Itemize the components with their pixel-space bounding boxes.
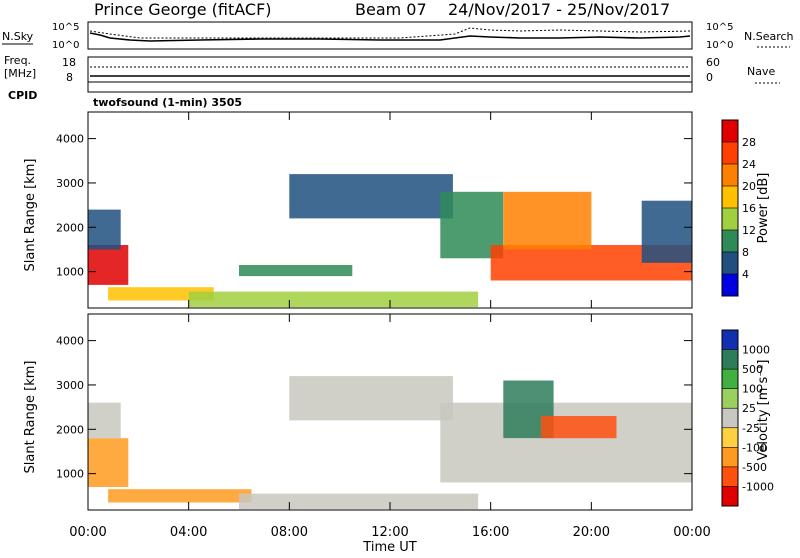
colorbar-swatch: [722, 230, 738, 253]
colorbar-swatch: [722, 164, 738, 187]
cpid-program: twofsound (1-min) 3505: [93, 96, 242, 109]
heatmap-cell: [503, 191, 592, 250]
velocity-colorbar-label: Velocity [m s⁻¹]: [756, 360, 771, 461]
heatmap-cell: [188, 291, 479, 308]
colorbar-tick-label: -25: [742, 422, 760, 435]
colorbar-swatch: [722, 427, 738, 448]
x-tick-label: 12:00: [371, 525, 408, 540]
freq-panel: [87, 56, 693, 83]
colorbar-tick-label: -100: [742, 441, 767, 454]
power-colorbar-label: Power [dB]: [756, 173, 771, 244]
heatmap-cell: [541, 416, 617, 439]
colorbar-swatch: [722, 274, 738, 297]
freq-right-tick-top: 60: [706, 56, 720, 69]
nsky-panel: [87, 21, 693, 50]
colorbar-swatch: [722, 349, 738, 370]
heatmap-cell: [88, 245, 129, 285]
colorbar-tick-label: -1000: [742, 480, 774, 493]
colorbar-swatch: [722, 120, 738, 143]
x-tick-label: 08:00: [271, 525, 308, 540]
y-tick-label: 2000: [56, 221, 84, 234]
y-tick-label: 3000: [56, 379, 84, 392]
freq-right-tick-bottom: 0: [706, 71, 713, 84]
x-axis-label: Time UT: [362, 540, 416, 554]
colorbar-tick-label: 12: [742, 224, 756, 237]
power-heatmap: [88, 174, 692, 308]
heatmap-cell: [88, 402, 121, 439]
colorbar-swatch: [722, 466, 738, 487]
freq-tick-top: 18: [62, 56, 76, 69]
nsky-tick-top: 10^5: [52, 22, 79, 33]
date-range: 24/Nov/2017 - 25/Nov/2017: [448, 0, 670, 19]
heatmap-cell: [88, 209, 121, 250]
heatmap-cell: [88, 438, 129, 487]
colorbar-swatch: [722, 208, 738, 231]
colorbar-swatch: [722, 186, 738, 209]
colorbar-tick-label: 20: [742, 180, 756, 193]
colorbar-swatch: [722, 408, 738, 429]
heatmap-cell: [239, 265, 353, 277]
x-tick-label: 20:00: [573, 525, 610, 540]
heatmap-cell: [289, 174, 453, 219]
axes-layer: 1000 2000 3000 4000 1000 2000 3000 4000 00:00 04:…: [56, 112, 774, 540]
nsearch-trace: [89, 27, 691, 39]
colorbar-swatch: [722, 142, 738, 165]
cpid-label: CPID: [8, 89, 37, 102]
colorbar-swatch: [722, 486, 738, 507]
colorbar-swatch: [722, 388, 738, 409]
x-tick-label: 00:00: [673, 525, 710, 540]
nsearch-label: N.Search: [744, 30, 794, 43]
colorbar-tick-label: 16: [742, 202, 756, 215]
freq-tick-bottom: 8: [66, 71, 73, 84]
y-tick-label: 3000: [56, 177, 84, 190]
nsky-label: N.Sky: [2, 30, 34, 43]
colorbar-tick-label: 100: [742, 383, 763, 396]
station-title: Prince George (fitACF): [94, 0, 272, 19]
nsky-trace: [89, 32, 691, 42]
nsky-right-tick-top: 10^5: [706, 22, 733, 33]
heatmap-cell: [440, 402, 692, 483]
colorbar-frame: [721, 329, 739, 507]
colorbar-tick-label: 500: [742, 363, 763, 376]
x-tick-label: 04:00: [170, 525, 207, 540]
colorbar-tick-label: 28: [742, 136, 756, 149]
heatmap-cell: [289, 376, 453, 421]
colorbar-swatch: [722, 330, 738, 351]
colorbar-swatch: [722, 369, 738, 390]
power-ylabel: Slant Range [km]: [23, 159, 38, 272]
velocity-heatmap: [88, 376, 692, 510]
y-tick-label: 4000: [56, 133, 84, 146]
heatmap-cell: [239, 493, 479, 510]
y-tick-label: 4000: [56, 335, 84, 348]
colorbar-tick-label: 1000: [742, 344, 770, 357]
freq-label-2: [MHz]: [4, 67, 36, 80]
nsky-right-tick-bottom: 10^0: [706, 40, 733, 51]
beam-label: Beam 07: [355, 0, 427, 19]
nsky-tick-bottom: 10^0: [52, 40, 79, 51]
freq-label-1: Freq.: [4, 54, 31, 67]
nave-label: Nave: [747, 65, 775, 78]
heatmap-cell: [108, 287, 214, 301]
colorbar-tick-label: 8: [742, 246, 749, 259]
colorbar-swatch: [722, 447, 738, 468]
y-tick-label: 1000: [56, 266, 84, 279]
y-tick-label: 2000: [56, 423, 84, 436]
heatmap-cell: [108, 489, 252, 503]
colorbar-tick-label: 25: [742, 402, 756, 415]
x-tick-label: 16:00: [472, 525, 509, 540]
x-tick-label: 00:00: [69, 525, 106, 540]
velocity-ylabel: Slant Range [km]: [23, 361, 38, 474]
cpid-panel: [87, 81, 693, 93]
y-tick-label: 1000: [56, 468, 84, 481]
colorbar-tick-label: -500: [742, 461, 767, 474]
colorbar-swatch: [722, 252, 738, 275]
colorbar-tick-label: 24: [742, 158, 756, 171]
heatmap-cell: [641, 200, 692, 263]
colorbar-tick-label: 4: [742, 268, 749, 281]
